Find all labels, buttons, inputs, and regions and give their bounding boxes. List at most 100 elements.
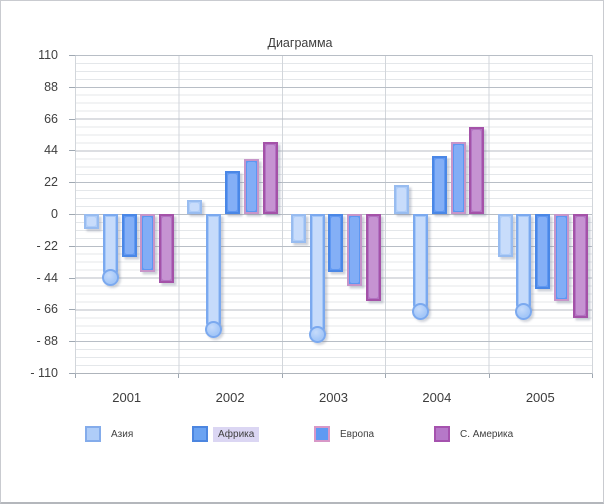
y-axis-label: 22	[44, 175, 58, 190]
legend-item[interactable]: Азия	[85, 426, 190, 444]
bar[interactable]	[469, 127, 485, 214]
y-axis-label: - 110	[30, 366, 58, 380]
legend-label: Европа	[340, 429, 375, 440]
legend-swatch	[314, 426, 330, 442]
legend-swatch	[434, 426, 450, 442]
legend-item[interactable]: С. Америка	[434, 426, 539, 444]
bar-highlight	[190, 202, 200, 211]
bar-highlight	[265, 144, 275, 211]
legend-item[interactable]: Африка	[192, 426, 297, 444]
x-axis-label: 2001	[112, 390, 142, 405]
bar[interactable]	[121, 214, 137, 258]
bar[interactable]	[225, 170, 240, 214]
bar-highlight	[369, 217, 378, 298]
y-axis-tick	[69, 118, 75, 120]
bar-highlight	[538, 217, 548, 287]
bar[interactable]	[412, 214, 429, 321]
bar-highlight	[350, 217, 360, 284]
legend-label: Африка	[213, 427, 260, 442]
lollipop-ball[interactable]	[412, 303, 429, 321]
x-axis-label: 2004	[422, 390, 452, 405]
bar[interactable]	[205, 214, 223, 338]
bar[interactable]	[159, 214, 175, 284]
legend-swatch	[85, 426, 101, 442]
bar-highlight	[397, 188, 407, 211]
bar-highlight	[124, 217, 134, 255]
x-axis-tick	[75, 374, 76, 378]
bar-highlight	[228, 173, 237, 211]
y-axis-label: 110	[38, 48, 58, 62]
bar[interactable]	[308, 214, 326, 344]
legend-label: С. Америка	[460, 429, 514, 440]
chart-title[interactable]: Диаграмма	[267, 36, 333, 50]
bar-highlight	[105, 217, 115, 275]
bar[interactable]	[515, 214, 533, 321]
y-axis-label: 88	[44, 79, 58, 94]
y-axis-tick	[69, 341, 75, 343]
bar-highlight	[293, 217, 303, 240]
bar[interactable]	[290, 214, 306, 243]
bar-highlight	[453, 144, 463, 211]
bar[interactable]	[347, 214, 363, 287]
bar-highlight	[162, 217, 172, 281]
bar[interactable]	[554, 214, 569, 301]
bar-highlight	[87, 217, 96, 226]
bar[interactable]	[187, 199, 203, 214]
bar[interactable]	[243, 159, 259, 214]
y-axis-tick	[69, 214, 75, 215]
y-axis-label: 44	[44, 143, 58, 158]
x-axis-label: 2002	[215, 390, 245, 405]
bar-highlight	[416, 217, 425, 310]
bar[interactable]	[84, 214, 99, 229]
bar[interactable]	[497, 214, 513, 258]
bar-highlight	[434, 159, 444, 211]
bar[interactable]	[140, 214, 156, 272]
bar[interactable]	[431, 156, 447, 214]
y-axis-label: - 88	[36, 334, 58, 349]
lollipop-ball[interactable]	[205, 320, 223, 338]
y-axis-tick	[69, 86, 75, 88]
bar-highlight	[143, 217, 153, 269]
bar-highlight	[331, 217, 341, 269]
y-axis-label: - 44	[36, 270, 58, 285]
bar[interactable]	[101, 214, 119, 286]
x-axis-tick	[281, 374, 283, 378]
legend-item[interactable]: Европа	[314, 426, 419, 444]
y-axis-label: - 22	[36, 238, 58, 253]
y-axis-tick	[69, 182, 75, 184]
bar-highlight	[246, 162, 256, 211]
bar[interactable]	[450, 141, 466, 214]
x-axis-tick	[178, 374, 180, 378]
bar-highlight	[209, 217, 219, 327]
x-axis-label: 2005	[525, 390, 555, 405]
y-axis-tick	[69, 245, 75, 247]
x-axis-tick	[592, 374, 593, 378]
y-axis-label: 0	[51, 207, 58, 221]
bar-highlight	[557, 217, 566, 298]
x-axis-tick	[385, 374, 387, 378]
bar[interactable]	[328, 214, 344, 272]
y-axis-tick	[69, 55, 75, 56]
y-axis-tick	[69, 373, 75, 374]
y-axis-label: - 66	[36, 302, 58, 317]
bar[interactable]	[394, 185, 410, 214]
bar-highlight	[500, 217, 510, 255]
lollipop-ball[interactable]	[101, 268, 119, 286]
lollipop-ball[interactable]	[515, 303, 533, 321]
legend-swatch	[192, 426, 208, 442]
x-axis-label: 2003	[319, 390, 348, 405]
lollipop-ball[interactable]	[308, 326, 326, 344]
y-axis-tick	[69, 277, 75, 279]
x-axis-tick	[488, 374, 490, 378]
y-axis-tick	[69, 150, 75, 152]
bar[interactable]	[262, 141, 278, 214]
bar[interactable]	[366, 214, 381, 301]
bar-highlight	[472, 130, 482, 211]
y-axis-label: 66	[44, 111, 58, 126]
bar[interactable]	[535, 214, 551, 290]
y-axis-tick	[69, 309, 75, 311]
bar-highlight	[575, 217, 585, 316]
bar-highlight	[519, 217, 529, 310]
bar-highlight	[312, 217, 322, 333]
bar[interactable]	[572, 214, 588, 319]
